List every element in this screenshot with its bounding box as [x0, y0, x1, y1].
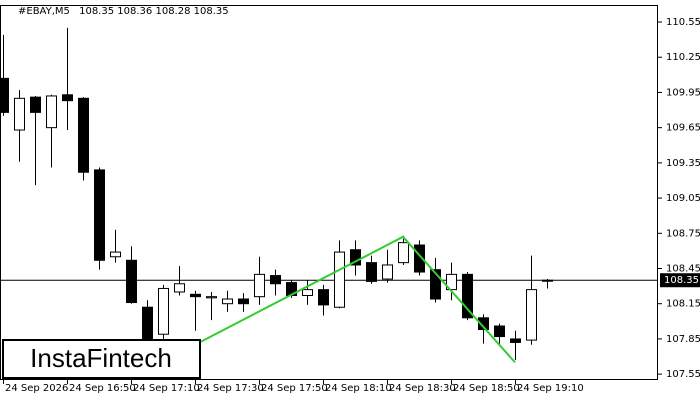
plot-frame: [0, 5, 658, 380]
candle-body: [46, 95, 57, 129]
x-tick-label: 24 Sep 2026: [5, 383, 68, 394]
candle-body: [238, 298, 249, 305]
candle-body: [526, 289, 537, 341]
candle-body: [366, 262, 377, 282]
x-tick-label: 24 Sep 18:30: [389, 383, 456, 394]
logo-box: [2, 339, 201, 379]
candle-body: [110, 251, 121, 258]
candle-body: [430, 269, 441, 300]
candle-body: [478, 317, 489, 331]
y-tick-label: 108.75: [666, 228, 700, 239]
y-tick-label: 107.55: [666, 369, 700, 380]
y-tick-label: 107.85: [666, 334, 700, 345]
ohlc-open: 108.35: [79, 6, 114, 17]
x-tick-label: 24 Sep 16:50: [69, 383, 136, 394]
candle-body: [222, 298, 233, 305]
candle-body: [94, 169, 105, 261]
candle-body: [254, 273, 265, 298]
candle-body: [334, 251, 345, 308]
candle-body: [78, 97, 89, 173]
y-tick-label: 108.15: [666, 299, 700, 310]
y-tick-label: 109.65: [666, 123, 700, 134]
x-tick-label: 24 Sep 17:10: [133, 383, 200, 394]
candle-body: [14, 97, 25, 131]
candle-body: [542, 279, 553, 282]
ohlc-high: 108.36: [117, 6, 152, 17]
candle-body: [158, 287, 169, 335]
logo: InstaFintech: [30, 343, 172, 373]
y-tick-label: 110.25: [666, 52, 700, 63]
y-tick-label: 109.05: [666, 193, 700, 204]
candle-body: [142, 306, 153, 341]
x-tick-label: 24 Sep 17:30: [197, 383, 264, 394]
x-tick-label: 24 Sep 18:50: [453, 383, 520, 394]
candle-body: [174, 283, 185, 293]
ohlc-low: 108.28: [155, 6, 190, 17]
candle-body: [62, 94, 73, 102]
candle-body: [494, 325, 505, 338]
candle-body: [30, 96, 41, 113]
current-price-box: [660, 273, 700, 288]
candle-body: [126, 259, 137, 304]
candle-body: [190, 293, 201, 298]
current-price-label: 108.35: [664, 275, 699, 286]
y-tick-label: 109.95: [666, 87, 700, 98]
candle-body: [398, 242, 409, 264]
candle-body: [446, 273, 457, 291]
x-tick-label: 24 Sep 18:10: [325, 383, 392, 394]
candle-body: [462, 273, 473, 319]
y-tick-label: 110.55: [666, 17, 700, 28]
candle-body: [350, 249, 361, 266]
x-tick-label: 24 Sep 19:10: [517, 383, 584, 394]
candle-body: [414, 244, 425, 273]
candle-body: [0, 77, 9, 113]
symbol: #EBAY,M5: [18, 6, 70, 17]
candle-body: [318, 289, 329, 306]
pattern-line: [194, 235, 516, 364]
ohlc-close: 108.35: [194, 6, 229, 17]
candle-body: [206, 296, 217, 299]
y-tick-label: 109.35: [666, 158, 700, 169]
candle-body: [302, 289, 313, 296]
candle-body: [270, 275, 281, 285]
header: #EBAY,M5 108.35 108.36 108.28 108.35: [18, 6, 229, 17]
y-tick-label: 108.45: [666, 263, 700, 274]
x-tick-label: 24 Sep 17:50: [261, 383, 328, 394]
candle-body: [510, 338, 521, 343]
candle-body: [382, 264, 393, 280]
